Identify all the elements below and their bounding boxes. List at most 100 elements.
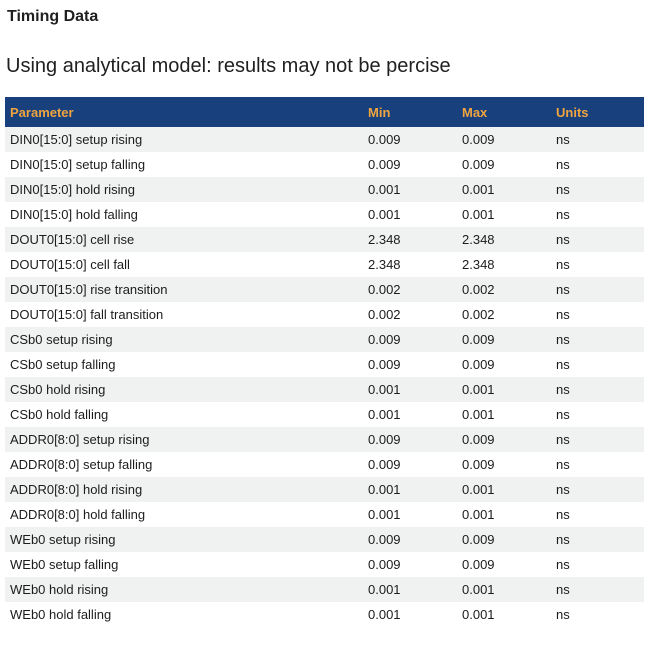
header-row: Parameter Min Max Units bbox=[5, 97, 644, 128]
cell-min: 0.009 bbox=[368, 132, 401, 148]
cell-units: ns bbox=[556, 332, 570, 348]
cell-parameter: DOUT0[15:0] cell rise bbox=[10, 232, 135, 248]
cell-min: 0.001 bbox=[368, 382, 401, 398]
cell-max: 0.009 bbox=[462, 532, 495, 548]
table-row: DIN0[15:0] setup falling 0.009 0.009 ns bbox=[5, 152, 644, 178]
cell-parameter: DOUT0[15:0] cell fall bbox=[10, 257, 130, 273]
column-header-parameter: Parameter bbox=[5, 97, 363, 128]
cell-units: ns bbox=[556, 232, 570, 248]
cell-units: ns bbox=[556, 457, 570, 473]
cell-min: 0.009 bbox=[368, 432, 401, 448]
cell-parameter: DIN0[15:0] hold falling bbox=[10, 207, 138, 223]
report-page: Timing Data Using analytical model: resu… bbox=[5, 8, 644, 628]
cell-units: ns bbox=[556, 582, 570, 598]
page-subtitle: Using analytical model: results may not … bbox=[6, 55, 451, 78]
cell-max: 0.009 bbox=[462, 157, 495, 173]
cell-max: 0.001 bbox=[462, 582, 495, 598]
cell-units: ns bbox=[556, 607, 570, 623]
cell-parameter: DIN0[15:0] hold rising bbox=[10, 182, 136, 198]
table-row: WEb0 hold falling 0.001 0.001 ns bbox=[5, 602, 644, 628]
cell-max: 0.001 bbox=[462, 607, 495, 623]
table-row: CSb0 hold falling 0.001 0.001 ns bbox=[5, 402, 644, 428]
timing-table-header: Parameter Min Max Units bbox=[5, 97, 644, 128]
cell-parameter: ADDR0[8:0] hold falling bbox=[10, 507, 146, 523]
cell-min: 0.001 bbox=[368, 207, 401, 223]
cell-max: 0.009 bbox=[462, 432, 495, 448]
cell-max: 0.009 bbox=[462, 332, 495, 348]
cell-units: ns bbox=[556, 532, 570, 548]
cell-max: 2.348 bbox=[462, 257, 495, 273]
cell-min: 0.009 bbox=[368, 357, 401, 373]
cell-max: 0.001 bbox=[462, 182, 495, 198]
cell-parameter: DIN0[15:0] setup falling bbox=[10, 157, 146, 173]
table-row: WEb0 setup falling 0.009 0.009 ns bbox=[5, 552, 644, 578]
table-row: ADDR0[8:0] hold falling 0.001 0.001 ns bbox=[5, 502, 644, 528]
cell-units: ns bbox=[556, 307, 570, 323]
cell-min: 0.009 bbox=[368, 532, 401, 548]
cell-max: 2.348 bbox=[462, 232, 495, 248]
column-header-max: Max bbox=[457, 97, 551, 128]
cell-min: 2.348 bbox=[368, 257, 401, 273]
cell-units: ns bbox=[556, 157, 570, 173]
cell-parameter: ADDR0[8:0] setup rising bbox=[10, 432, 150, 448]
cell-max: 0.009 bbox=[462, 132, 495, 148]
timing-table: Parameter Min Max Units DIN0[15:0] setup… bbox=[5, 97, 644, 628]
cell-parameter: CSb0 setup rising bbox=[10, 332, 113, 348]
column-header-min: Min bbox=[363, 97, 457, 128]
cell-units: ns bbox=[556, 557, 570, 573]
cell-parameter: ADDR0[8:0] hold rising bbox=[10, 482, 143, 498]
cell-units: ns bbox=[556, 407, 570, 423]
cell-units: ns bbox=[556, 182, 570, 198]
cell-min: 0.001 bbox=[368, 407, 401, 423]
cell-parameter: CSb0 hold falling bbox=[10, 407, 109, 423]
table-row: WEb0 hold rising 0.001 0.001 ns bbox=[5, 577, 644, 603]
table-row: DOUT0[15:0] fall transition 0.002 0.002 ns bbox=[5, 302, 644, 328]
table-row: DIN0[15:0] hold rising 0.001 0.001 ns bbox=[5, 177, 644, 203]
cell-units: ns bbox=[556, 257, 570, 273]
cell-parameter: CSb0 hold rising bbox=[10, 382, 106, 398]
cell-min: 0.002 bbox=[368, 282, 401, 298]
cell-min: 0.001 bbox=[368, 182, 401, 198]
table-row: WEb0 setup rising 0.009 0.009 ns bbox=[5, 527, 644, 553]
cell-parameter: DOUT0[15:0] rise transition bbox=[10, 282, 168, 298]
table-row: DIN0[15:0] hold falling 0.001 0.001 ns bbox=[5, 202, 644, 228]
cell-min: 0.009 bbox=[368, 332, 401, 348]
cell-max: 0.001 bbox=[462, 382, 495, 398]
cell-parameter: WEb0 setup falling bbox=[10, 557, 119, 573]
cell-parameter: CSb0 setup falling bbox=[10, 357, 116, 373]
table-row: DOUT0[15:0] cell rise 2.348 2.348 ns bbox=[5, 227, 644, 253]
cell-min: 0.001 bbox=[368, 607, 401, 623]
cell-parameter: ADDR0[8:0] setup falling bbox=[10, 457, 153, 473]
cell-units: ns bbox=[556, 357, 570, 373]
table-row: CSb0 hold rising 0.001 0.001 ns bbox=[5, 377, 644, 403]
table-row: CSb0 setup rising 0.009 0.009 ns bbox=[5, 327, 644, 353]
column-header-units: Units bbox=[551, 97, 644, 128]
table-row: ADDR0[8:0] hold rising 0.001 0.001 ns bbox=[5, 477, 644, 503]
cell-units: ns bbox=[556, 282, 570, 298]
cell-min: 0.001 bbox=[368, 482, 401, 498]
timing-table-body: DIN0[15:0] setup rising 0.009 0.009 ns DIN0[… bbox=[5, 127, 644, 628]
page-title: Timing Data bbox=[7, 8, 99, 25]
cell-max: 0.009 bbox=[462, 357, 495, 373]
cell-parameter: WEb0 setup rising bbox=[10, 532, 116, 548]
table-row: ADDR0[8:0] setup rising 0.009 0.009 ns bbox=[5, 427, 644, 453]
table-row: DOUT0[15:0] rise transition 0.002 0.002 ns bbox=[5, 277, 644, 303]
cell-max: 0.001 bbox=[462, 507, 495, 523]
cell-max: 0.009 bbox=[462, 557, 495, 573]
cell-min: 0.001 bbox=[368, 582, 401, 598]
cell-min: 0.009 bbox=[368, 457, 401, 473]
cell-max: 0.001 bbox=[462, 207, 495, 223]
table-row: ADDR0[8:0] setup falling 0.009 0.009 ns bbox=[5, 452, 644, 478]
cell-units: ns bbox=[556, 432, 570, 448]
cell-max: 0.001 bbox=[462, 482, 495, 498]
cell-units: ns bbox=[556, 382, 570, 398]
cell-min: 0.001 bbox=[368, 507, 401, 523]
cell-min: 0.009 bbox=[368, 157, 401, 173]
cell-units: ns bbox=[556, 207, 570, 223]
cell-max: 0.001 bbox=[462, 407, 495, 423]
cell-max: 0.002 bbox=[462, 282, 495, 298]
table-row: CSb0 setup falling 0.009 0.009 ns bbox=[5, 352, 644, 378]
cell-min: 0.002 bbox=[368, 307, 401, 323]
cell-min: 0.009 bbox=[368, 557, 401, 573]
cell-units: ns bbox=[556, 482, 570, 498]
